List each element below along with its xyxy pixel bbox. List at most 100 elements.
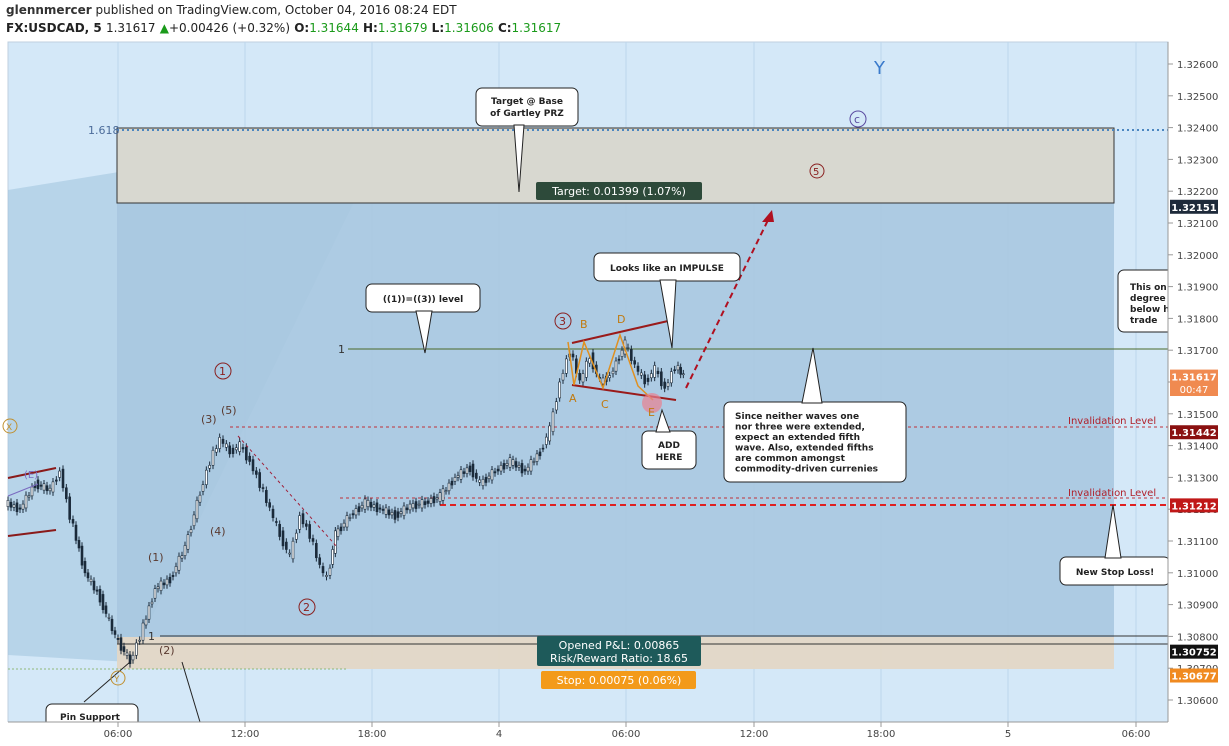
candle-body <box>150 601 154 605</box>
candle-body <box>92 580 96 591</box>
price-tick-label: 1.32100 <box>1177 219 1218 230</box>
price-tick-label: 1.31900 <box>1177 283 1218 294</box>
candle-body <box>426 500 430 504</box>
candle-body <box>532 461 536 463</box>
countdown-box <box>1170 382 1218 396</box>
callout-level[interactable]: ((1))=((3)) level <box>365 283 481 354</box>
candle-body <box>301 513 305 525</box>
candle-body <box>538 451 542 457</box>
extended-fifth-line: are common amongst <box>735 454 846 464</box>
candle-body <box>334 530 337 554</box>
level-callout-text: ((1))=((3)) level <box>383 295 463 305</box>
candle-body <box>268 502 271 508</box>
candle-body <box>551 411 555 432</box>
candle-body <box>626 347 630 349</box>
candle-body <box>45 485 49 492</box>
target-label-box[interactable]: Target: 0.01399 (1.07%) <box>536 182 702 200</box>
candle-body <box>186 534 190 550</box>
extended-fifth-line: wave. Also, extended fifths <box>735 444 874 454</box>
candle-body <box>42 483 46 491</box>
candle-body <box>177 555 181 571</box>
candle-body <box>588 358 591 364</box>
candle-body <box>225 443 228 448</box>
price-tick-label: 1.31100 <box>1177 537 1218 548</box>
callout-new-stop-loss[interactable]: New Stop Loss! <box>1059 504 1171 586</box>
wave-p5-label: (5) <box>221 404 237 417</box>
extended-fifth-line: expect an extended fifth <box>735 433 860 443</box>
candle-body <box>258 472 261 488</box>
time-tick-label: 06:00 <box>1122 729 1151 740</box>
trendline-left-top[interactable] <box>7 467 57 479</box>
callout-impulse[interactable]: Looks like an IMPULSE <box>593 252 741 349</box>
candle-body <box>51 481 55 493</box>
candle-body <box>215 448 218 453</box>
price-series[interactable] <box>6 336 685 668</box>
time-tick-label: 06:00 <box>612 729 641 740</box>
callout-add-here[interactable]: ADD HERE <box>641 408 697 470</box>
wave-e-label: E <box>648 406 655 419</box>
trendline-left-bottom[interactable] <box>7 529 57 537</box>
candle-body <box>255 470 258 475</box>
author-name[interactable]: glennmercer <box>6 3 92 17</box>
projected-fifth-wave[interactable] <box>685 215 771 389</box>
candle-body <box>505 463 509 466</box>
candle-body <box>231 447 235 454</box>
wave-c-label: c <box>854 113 860 126</box>
candle-body <box>465 467 469 474</box>
candle-body <box>218 437 221 449</box>
candle-body <box>189 529 193 534</box>
candle-body <box>617 358 621 361</box>
candle-body <box>153 588 157 599</box>
low-label: L: <box>431 21 445 35</box>
candle-body <box>676 365 680 371</box>
pnl-label-box[interactable]: Opened P&L: 0.00865 Risk/Reward Ratio: 1… <box>537 636 701 666</box>
this-only-line: degree <box>1130 294 1166 304</box>
time-axis[interactable] <box>0 722 1229 746</box>
candle-body <box>548 425 551 442</box>
candle-body <box>171 575 175 577</box>
candle-body <box>429 498 433 504</box>
candle-body <box>378 507 382 510</box>
candle-body <box>74 524 78 541</box>
wave-5-label: 5 <box>813 167 819 178</box>
candle-body <box>128 654 132 665</box>
candle-body <box>363 498 367 510</box>
candle-body <box>228 445 231 455</box>
candle-body <box>402 505 406 516</box>
time-tick-label: 5 <box>1005 729 1011 740</box>
price-tick-label: 1.32500 <box>1177 92 1218 103</box>
pin-support-text: Pin Support <box>60 713 121 723</box>
this-only-line: trade <box>1130 316 1157 326</box>
add-here-marker[interactable] <box>642 393 662 413</box>
candle-body <box>375 502 379 513</box>
candle-body <box>55 479 58 482</box>
price-level-tags[interactable]: 1.31442 1.31212 1.32151 1.30752 1.30677 1.316… <box>1170 199 1218 683</box>
candle-body <box>571 353 575 358</box>
candle-body <box>496 468 500 472</box>
this-only-line: This onl <box>1130 283 1170 293</box>
wave-x-label: X <box>6 423 12 433</box>
candle-body <box>336 528 340 537</box>
candle-body <box>135 642 138 656</box>
trendline-wave4[interactable] <box>237 435 339 549</box>
candle-body <box>89 578 93 583</box>
candle-body <box>679 367 682 375</box>
candle-body <box>529 459 533 472</box>
callout-target-base[interactable]: Target @ Base of Gartley PRZ <box>475 87 579 193</box>
price-tick-label: 1.31400 <box>1177 442 1218 453</box>
time-tick-label: 12:00 <box>231 729 260 740</box>
triangle-upper-line[interactable] <box>571 320 669 344</box>
candle-body <box>369 501 373 508</box>
candle-body <box>119 637 123 651</box>
candle-body <box>468 465 472 472</box>
close-value: 1.31617 <box>511 21 562 35</box>
candle-body <box>585 360 588 378</box>
candle-body <box>235 447 238 451</box>
pin-support-pointer <box>83 661 131 703</box>
stop-label-box[interactable]: Stop: 0.00075 (0.06%) <box>541 671 696 689</box>
price-level-value: 1.31617 <box>1171 373 1217 384</box>
candle-body <box>48 487 52 492</box>
